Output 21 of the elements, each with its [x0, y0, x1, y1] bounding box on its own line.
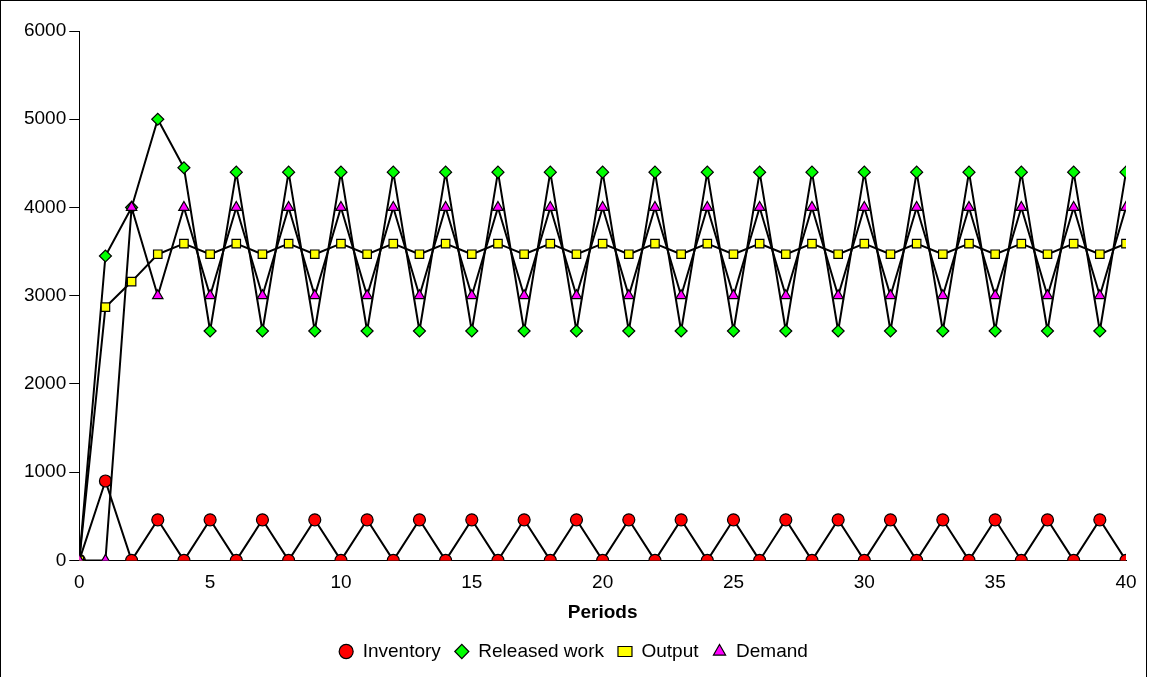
y-tick-label: 1000: [23, 460, 67, 482]
x-tick-label: 40: [1115, 571, 1137, 593]
legend-label: Demand: [736, 639, 808, 661]
x-axis-title: Periods: [567, 600, 638, 622]
legend-label: Inventory: [362, 639, 442, 661]
x-tick-label: 30: [853, 571, 875, 593]
y-tick-label: 3000: [23, 283, 67, 305]
x-tick-label: 35: [984, 571, 1006, 593]
y-tick-label: 0: [55, 548, 67, 570]
y-tick-label: 2000: [23, 372, 67, 394]
y-tick-label: 6000: [23, 19, 67, 41]
x-tick-label: 5: [204, 571, 216, 593]
x-tick-label: 20: [592, 571, 614, 593]
x-tick-label: 10: [330, 571, 352, 593]
legend-label: Released work: [478, 639, 605, 661]
y-tick-label: 4000: [23, 195, 67, 217]
x-tick-label: 0: [73, 571, 85, 593]
x-tick-label: 25: [722, 571, 745, 593]
legend-label: Output: [641, 639, 700, 661]
x-tick-label: 15: [461, 571, 483, 593]
y-tick-label: 5000: [23, 107, 67, 129]
